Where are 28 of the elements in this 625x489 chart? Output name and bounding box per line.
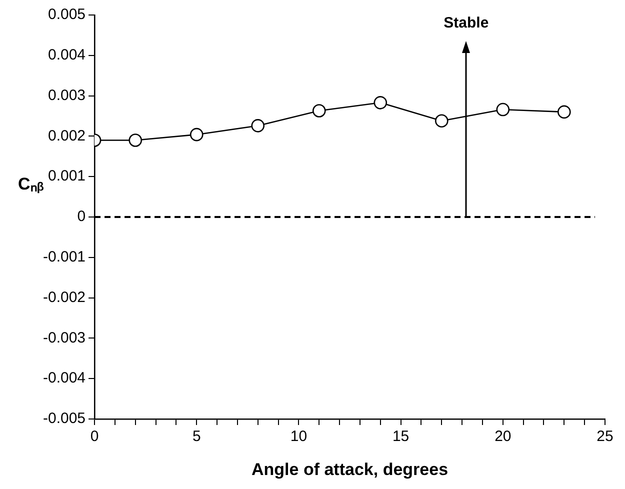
y-tick-label: 0.001 bbox=[48, 168, 86, 185]
y-axis-title: Cₙᵦ bbox=[18, 174, 44, 194]
point bbox=[312, 104, 326, 118]
y-tick-label: -0.001 bbox=[42, 248, 86, 266]
point bbox=[435, 114, 448, 128]
x-tick-label: 20 bbox=[494, 428, 512, 446]
y-tick-label: 0.005 bbox=[48, 6, 86, 24]
y-tick-label: -0.002 bbox=[42, 288, 86, 306]
x-tick-label: 10 bbox=[290, 428, 308, 446]
x-tick-label: 0 bbox=[90, 428, 99, 446]
point bbox=[496, 102, 510, 116]
y-tick-label: -0.004 bbox=[42, 370, 86, 387]
y-tick-label: -0.005 bbox=[42, 410, 86, 428]
annotation: Stable bbox=[444, 14, 489, 32]
point bbox=[558, 105, 571, 119]
y-tick-label: 0.004 bbox=[48, 46, 86, 64]
y-tick-label: 0 bbox=[77, 208, 86, 226]
point bbox=[190, 128, 204, 142]
point bbox=[128, 134, 142, 147]
x-tick-label: 5 bbox=[192, 428, 201, 446]
y-tick-label: 0.003 bbox=[48, 86, 86, 104]
point bbox=[251, 119, 265, 132]
x-tick-label: 15 bbox=[392, 428, 410, 446]
x-tick-label: 25 bbox=[596, 428, 614, 446]
x-axis-title: Angle of attack, degrees bbox=[252, 460, 448, 479]
y-tick-label: 0.002 bbox=[48, 127, 86, 144]
y-tick-label: -0.003 bbox=[42, 329, 86, 346]
point bbox=[374, 96, 388, 110]
